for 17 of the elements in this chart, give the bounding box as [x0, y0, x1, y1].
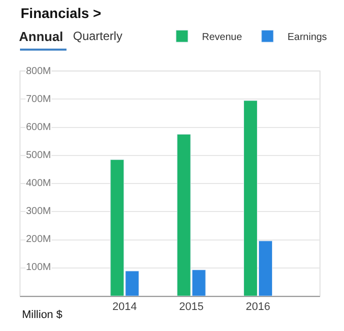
x-tick-label: 2016 — [246, 301, 270, 314]
x-tick-label: 2015 — [179, 301, 204, 314]
chart-subtitle: Annual — [19, 29, 64, 44]
x-tick-label: 2014 — [112, 301, 137, 314]
text: Million $ — [22, 309, 62, 321]
y-tick-label: 800M — [26, 66, 52, 77]
y-tick-label: 300M — [26, 206, 52, 217]
chart-title: Financials > — [20, 5, 102, 22]
y-tick-label: 500M — [26, 150, 52, 161]
legend-label: Revenue — [202, 32, 242, 44]
legend-label: Earnings — [287, 32, 327, 44]
y-tick-label: 400M — [26, 178, 52, 189]
y-tick-label: 200M — [26, 234, 52, 245]
y-tick-label: 100M — [26, 262, 52, 273]
y-tick-label: 700M — [26, 94, 52, 105]
y-tick-label: 600M — [26, 122, 52, 133]
text: Quarterly — [73, 29, 122, 43]
